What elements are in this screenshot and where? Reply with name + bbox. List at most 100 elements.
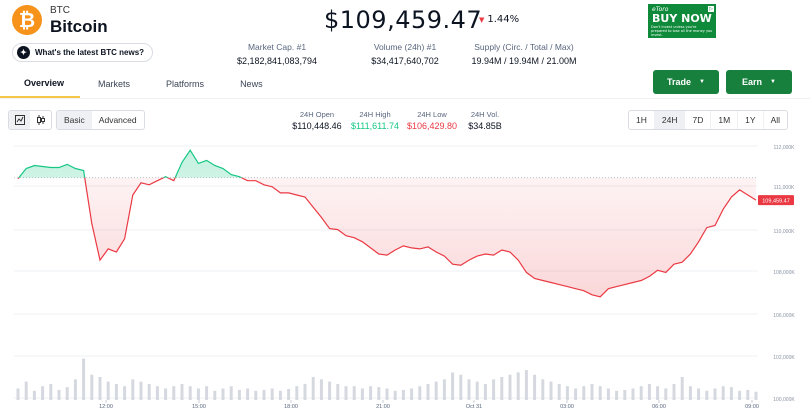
tab-divider (0, 98, 810, 99)
volume-bar (697, 388, 701, 400)
line-chart-icon[interactable] (9, 111, 30, 129)
volume-bar (147, 383, 151, 400)
volume-bar (410, 388, 414, 400)
volume-bar (328, 381, 332, 400)
y-tick-label: 112,000K (773, 145, 795, 151)
vol-value: $34.85B (468, 121, 502, 131)
volume-bar (541, 379, 545, 400)
volume-bar (492, 379, 496, 400)
volume-bar (123, 386, 127, 400)
volume-bar (516, 372, 520, 400)
current-price-tag (758, 195, 794, 206)
tab-overview[interactable]: Overview (0, 70, 81, 98)
volume-24h-stat: 24H Vol. $34.85B (464, 110, 506, 131)
volume-bar (352, 386, 356, 400)
volume-bar (656, 386, 660, 400)
mode-basic[interactable]: Basic (57, 111, 92, 129)
volume-bar (262, 389, 266, 400)
volume-bar (393, 390, 397, 400)
x-tick-label: 09:00 (745, 404, 759, 410)
volume-bar (319, 379, 323, 400)
volume-bar (106, 381, 110, 400)
range-1y[interactable]: 1Y (738, 111, 764, 129)
earn-button[interactable]: Earn ▼ (726, 70, 792, 94)
volume-bar (65, 387, 69, 400)
candlestick-icon[interactable] (30, 111, 51, 129)
x-tick-label: 21:00 (376, 404, 390, 410)
volume-bar (401, 389, 405, 400)
volume-bar (754, 391, 758, 400)
volume-bar (467, 379, 471, 400)
volume-bar (311, 377, 315, 400)
latest-news-button[interactable]: ✦ What's the latest BTC news? (12, 43, 154, 62)
tab-news[interactable]: News (240, 79, 263, 89)
volume-bar (196, 388, 200, 400)
volume-bar (344, 386, 348, 400)
range-7d[interactable]: 7D (685, 111, 712, 129)
latest-news-label: What's the latest BTC news? (35, 48, 145, 57)
market-cap-value: $2,182,841,083,794 (236, 56, 318, 66)
tab-markets[interactable]: Markets (98, 79, 131, 89)
high-value: $111,611.74 (350, 121, 400, 131)
range-1h[interactable]: 1H (629, 111, 655, 129)
low-stat: 24H Low $106,429.80 (400, 110, 464, 131)
coin-name: Bitcoin (50, 17, 108, 36)
x-tick-label: 03:00 (560, 404, 574, 410)
volume-label: Volume (24h) #1 (373, 42, 437, 52)
volume-bar (287, 389, 291, 400)
high-label: 24H High (359, 110, 391, 119)
volume-bar (451, 372, 455, 400)
y-tick-label: 106,000K (773, 313, 795, 319)
volume-bar (16, 388, 20, 400)
volume-bar (729, 387, 733, 400)
supply-label: Supply (Circ. / Total / Max) (474, 42, 574, 52)
volume-bar (500, 377, 504, 400)
price-chart[interactable]: 112,000K 111,000K 110,000K 108,000K 106,000K… (0, 138, 810, 412)
volume-bar (483, 383, 487, 400)
volume-bar (713, 388, 717, 400)
volume-bar (295, 386, 299, 400)
volume-bar (98, 377, 102, 400)
volume-bar (746, 389, 750, 400)
volume-bar (647, 383, 651, 400)
volume-bar (180, 383, 184, 400)
etoro-ad-banner[interactable]: eToro ▷ BUY NOW Don't invest unless you'… (648, 4, 716, 38)
current-price: $109,459.47 (324, 6, 483, 34)
volume-bar (188, 386, 192, 400)
volume-bar (664, 388, 668, 400)
volume-bar (574, 388, 578, 400)
tab-bar: Overview Markets Platforms News (0, 70, 281, 98)
ad-cta: BUY NOW (652, 12, 712, 25)
volume-bar (672, 383, 676, 400)
price-line-down (17, 177, 757, 298)
mode-advanced[interactable]: Advanced (98, 115, 137, 125)
volume-bar (557, 383, 561, 400)
tab-platforms[interactable]: Platforms (166, 79, 205, 89)
y-tick-label: 102,000K (773, 355, 795, 361)
trade-button[interactable]: Trade ▼ (653, 70, 719, 94)
volume-bar (426, 383, 430, 400)
chevron-down-icon: ▼ (770, 79, 776, 85)
supply-value: 19.94M / 19.94M / 21.00M (471, 56, 577, 66)
volume-bar (738, 390, 742, 400)
range-all[interactable]: All (770, 115, 781, 125)
volume-bar (377, 387, 381, 400)
sparkle-icon: ✦ (17, 46, 30, 59)
x-tick-label: 06:00 (652, 404, 666, 410)
low-value: $106,429.80 (406, 121, 458, 131)
area-fill-down (18, 177, 756, 297)
volume-stat: Volume (24h) #1 $34,417,640,702 (350, 42, 460, 66)
y-tick-label: 108,000K (773, 270, 795, 276)
volume-bar (205, 386, 209, 400)
price-change: ▼ 1.44% (479, 14, 519, 25)
volume-bar (418, 386, 422, 400)
volume-bar (598, 386, 602, 400)
volume-bar (442, 379, 446, 400)
volume-bar (155, 386, 159, 400)
volume-bar (237, 389, 241, 400)
range-1m[interactable]: 1M (711, 111, 739, 129)
low-label: 24H Low (417, 110, 447, 119)
volume-bar (32, 390, 36, 400)
range-24h[interactable]: 24H (654, 111, 686, 129)
coin-ticker: BTC (50, 5, 70, 16)
